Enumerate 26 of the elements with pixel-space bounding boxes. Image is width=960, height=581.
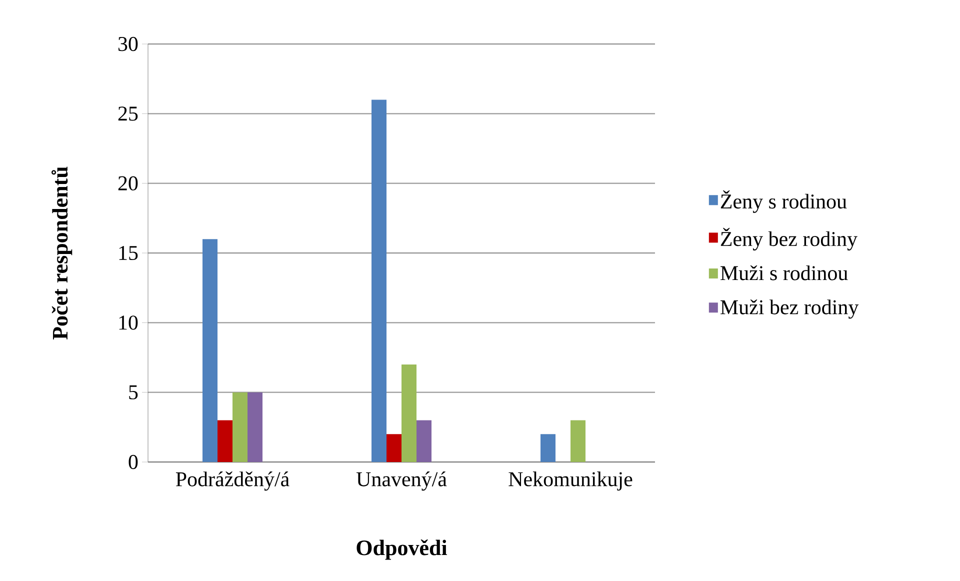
x-tick-label: Unavený/á <box>356 472 447 491</box>
y-tick-label: 20 <box>118 176 138 190</box>
bar <box>402 364 417 462</box>
legend-label: Ženy bez rodiny <box>720 228 858 250</box>
legend-label: Ženy s rodinou <box>720 190 847 213</box>
bar <box>202 239 218 462</box>
bar <box>372 100 386 462</box>
y-tick-label: 15 <box>119 246 138 260</box>
y-axis-title: Počet respondentů <box>52 166 72 340</box>
y-tick-label: 5 <box>129 385 138 400</box>
bar <box>248 392 262 462</box>
y-tick-label: 30 <box>118 36 138 52</box>
bar <box>416 420 432 462</box>
legend-label: Muži bez rodiny <box>720 300 859 319</box>
bar <box>386 434 402 462</box>
bar <box>218 420 232 462</box>
y-tick-label: 25 <box>118 106 138 121</box>
x-axis-title: Odpovědi <box>356 540 448 560</box>
y-tick-label: 0 <box>128 454 138 470</box>
x-tick-label: Podrážděný/á <box>176 472 290 491</box>
bar <box>540 434 556 462</box>
legend-label: Muži s rodinou <box>720 265 848 280</box>
y-tick-label: 10 <box>119 316 138 330</box>
bar <box>570 420 586 462</box>
bar <box>232 392 248 462</box>
x-tick-label: Nekomunikuje <box>508 472 632 491</box>
